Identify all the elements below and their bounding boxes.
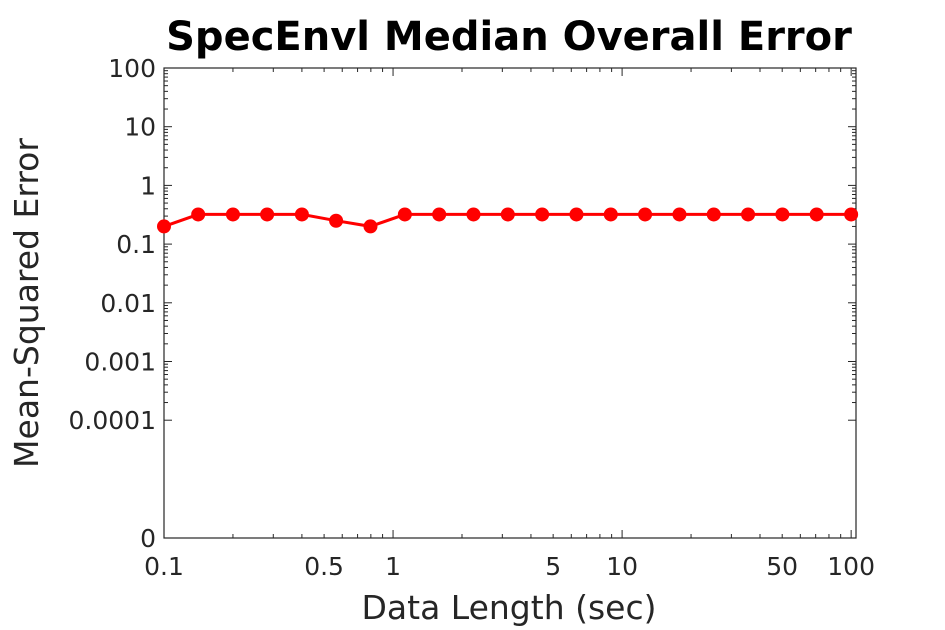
data-point xyxy=(638,207,653,222)
x-tick-label: 50 xyxy=(766,552,798,581)
y-tick-label: 0.0001 xyxy=(69,406,156,435)
data-point xyxy=(294,207,309,222)
data-point xyxy=(569,207,584,222)
data-point xyxy=(603,207,618,222)
y-tick-label: 0 xyxy=(140,524,156,553)
data-point xyxy=(225,207,240,222)
data-point xyxy=(191,207,206,222)
data-point xyxy=(466,207,481,222)
data-point xyxy=(157,219,171,234)
axes-box xyxy=(163,67,857,539)
y-axis-label: Mean-Squared Error xyxy=(7,138,46,468)
y-tick-label: 1 xyxy=(140,171,156,200)
data-point xyxy=(706,207,721,222)
chart-title: SpecEnvl Median Overall Error xyxy=(166,14,852,60)
y-tick-label: 0.001 xyxy=(84,348,156,377)
x-tick-label: 100 xyxy=(827,552,875,581)
data-point xyxy=(844,207,859,222)
data-point xyxy=(363,219,378,234)
x-tick-label: 5 xyxy=(545,552,561,581)
data-point xyxy=(500,207,515,222)
y-tick-label: 10 xyxy=(124,113,156,142)
x-tick-label: 0.1 xyxy=(144,552,184,581)
y-tick-label: 100 xyxy=(108,54,156,83)
data-point xyxy=(260,207,275,222)
data-point xyxy=(775,207,790,222)
x-tick-label: 1 xyxy=(385,552,401,581)
data-point xyxy=(809,207,824,222)
data-point xyxy=(432,207,447,222)
data-point xyxy=(535,207,550,222)
data-point xyxy=(741,207,756,222)
x-axis-label: Data Length (sec) xyxy=(362,588,657,627)
x-tick-label: 0.5 xyxy=(304,552,344,581)
x-tick-label: 10 xyxy=(606,552,638,581)
y-tick-label: 0.01 xyxy=(100,289,156,318)
y-tick-label: 0.1 xyxy=(116,230,156,259)
data-point xyxy=(329,213,344,228)
data-point xyxy=(397,207,412,222)
data-point xyxy=(672,207,687,222)
plot-area: 0.1 0.5 1 5 10 50 100 100 10 1 0.1 0.01 0.001 0.0001 0 xyxy=(69,54,875,581)
